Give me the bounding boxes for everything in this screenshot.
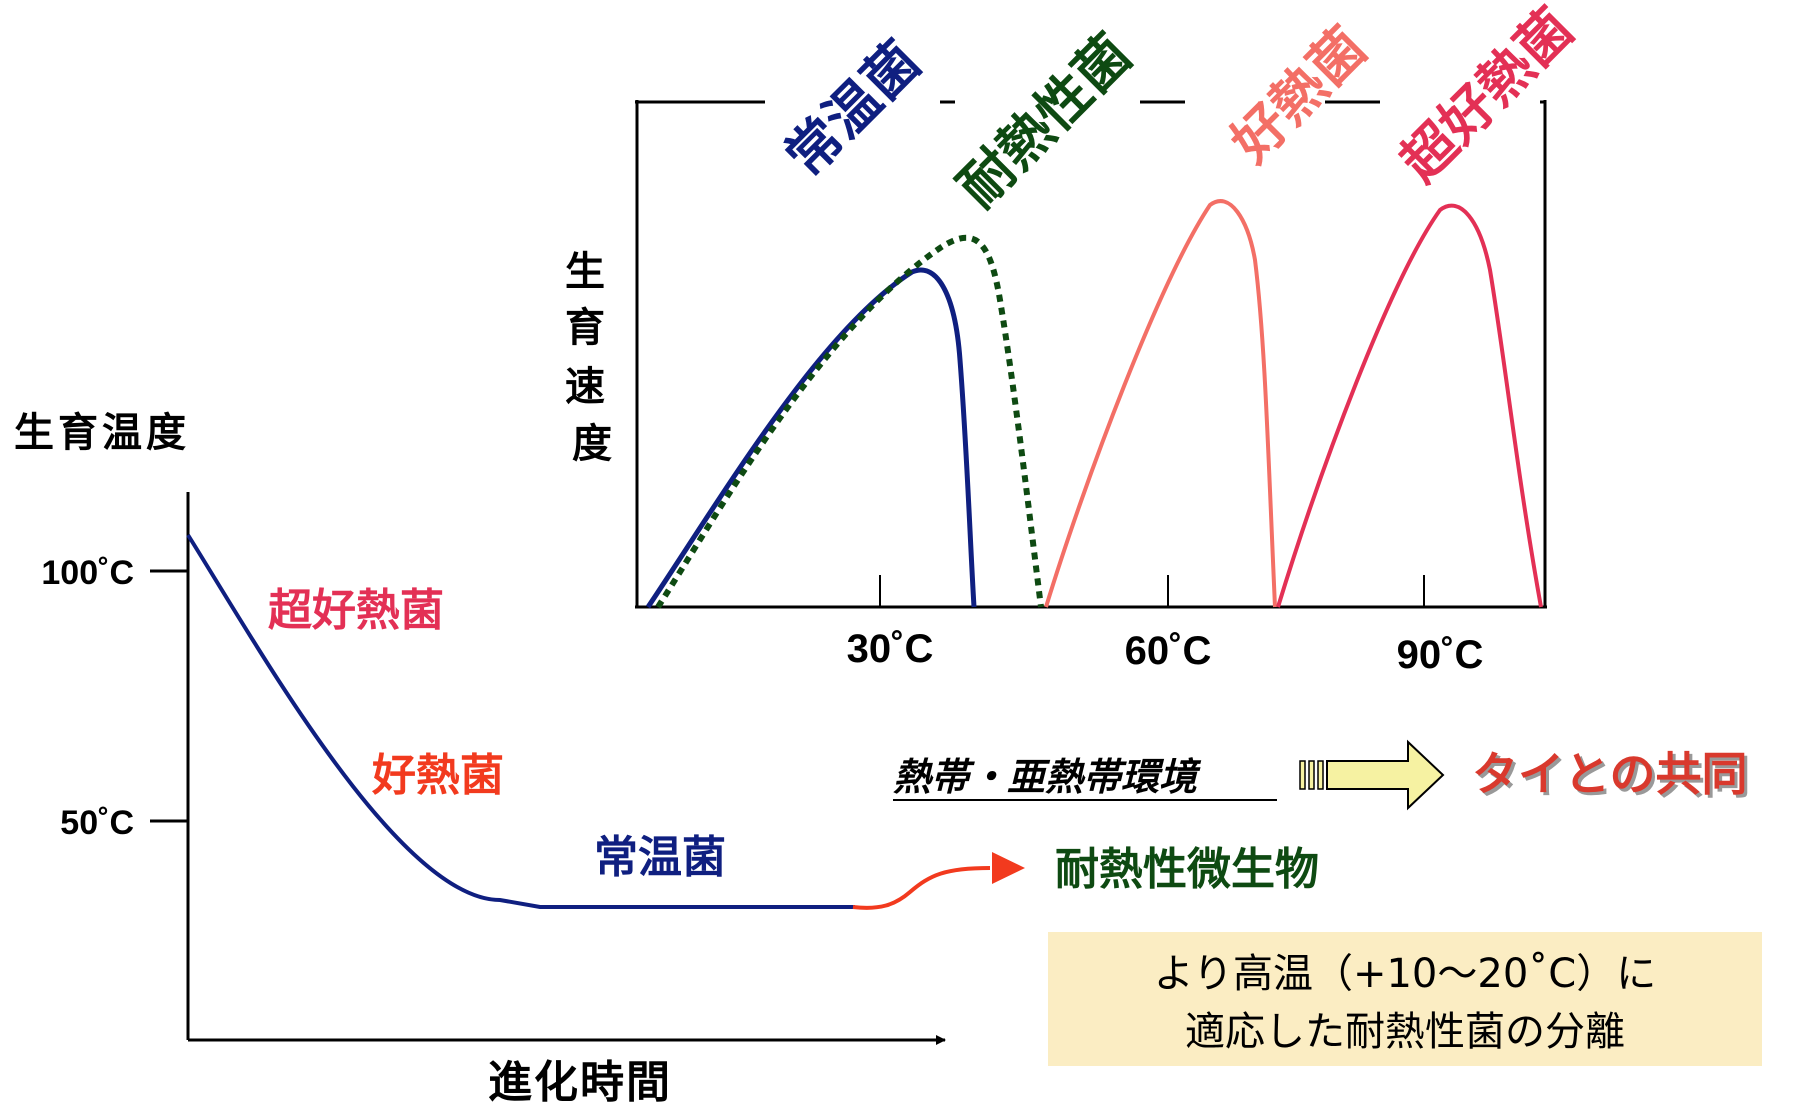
- collaboration-row: 熱帯・亜熱帯環境 タイとの共同 タイとの共同: [893, 739, 1751, 811]
- block-arrow-tail-stripe-3: [1317, 760, 1324, 790]
- x-tick-label-90: 90˚C: [1397, 633, 1484, 677]
- evolution-y-axis-label: 生育温度: [14, 410, 190, 456]
- note-line-1: より高温（+10〜20˚C）に: [1154, 951, 1656, 997]
- curve-mesophile: [645, 267, 977, 609]
- block-arrow-body: [1326, 739, 1445, 811]
- inset-y-axis-label: 生 育 速 度: [565, 249, 619, 467]
- evolution-tail-arrow-head: [992, 852, 1025, 884]
- curve-label-thermotolerant: 耐熱性菌: [946, 22, 1143, 219]
- evolution-curve: [186, 533, 855, 909]
- curve-thermotolerant: [655, 234, 1044, 609]
- curve-hyperthermophile: [1276, 203, 1543, 608]
- y-tick-label-50: 50˚C: [60, 804, 134, 842]
- block-arrow-tail-stripe-1: [1299, 760, 1306, 790]
- zone-label-mesophile: 常温菌: [594, 832, 726, 883]
- note-box-background: [1048, 932, 1762, 1066]
- label-knockout-thermophile: [1185, 86, 1325, 112]
- note-box: より高温（+10〜20˚C）に 適応した耐熱性菌の分離: [1048, 932, 1762, 1066]
- partner-label-shadow: タイとの共同: [1475, 750, 1751, 804]
- label-knockout-thermotolerant: [955, 86, 1140, 112]
- zone-label-hyperthermophile: 超好熱菌: [268, 585, 444, 636]
- block-arrow: [1299, 739, 1445, 811]
- note-line-2: 適応した耐熱性菌の分離: [1185, 1009, 1625, 1055]
- inset-chart: 30˚C 60˚C 90˚C 生 育 速 度 常温菌 耐熱性菌 好熱菌 超好熱菌: [565, 0, 1586, 677]
- zone-label-thermophile: 好熱菌: [371, 750, 504, 801]
- evolution-x-axis-label: 進化時間: [488, 1057, 672, 1103]
- partner-label: タイとの共同: [1472, 747, 1748, 801]
- label-knockout-hyperthermophile: [1380, 86, 1540, 112]
- x-tick-label-30: 30˚C: [847, 627, 934, 671]
- y-tick-label-100: 100˚C: [41, 554, 134, 592]
- label-knockout-mesophile: [765, 86, 940, 112]
- curve-thermophile: [1044, 199, 1277, 608]
- evolution-chart: 生育温度 100˚C 50˚C 進化時間 超好熱菌 好熱菌 常温菌 耐熱性微生物: [14, 410, 1319, 1103]
- x-tick-label-60: 60˚C: [1125, 629, 1212, 673]
- outcome-label-thermotolerant-microbes: 耐熱性微生物: [1055, 844, 1319, 895]
- block-arrow-tail-stripe-2: [1308, 760, 1315, 790]
- evolution-tail-arrow-shaft: [852, 866, 991, 910]
- environment-label: 熱帯・亜熱帯環境: [893, 755, 1202, 799]
